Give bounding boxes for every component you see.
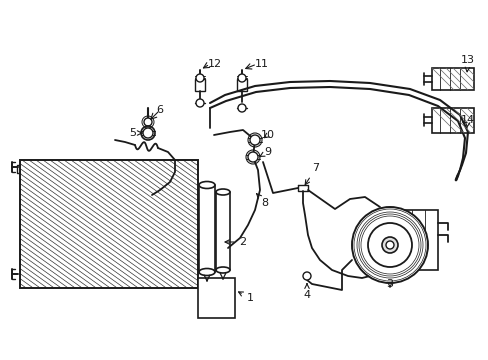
Text: 8: 8 — [256, 194, 268, 208]
Circle shape — [143, 118, 152, 126]
Circle shape — [249, 135, 260, 145]
Ellipse shape — [199, 181, 215, 189]
Circle shape — [351, 207, 427, 283]
Text: 9: 9 — [259, 147, 271, 157]
Text: 3: 3 — [386, 279, 393, 289]
Circle shape — [303, 272, 310, 280]
Circle shape — [385, 241, 393, 249]
Circle shape — [247, 152, 258, 162]
Circle shape — [381, 237, 397, 253]
Bar — [20, 160, 198, 288]
Circle shape — [196, 74, 203, 82]
Text: 5: 5 — [129, 128, 142, 138]
Bar — [431, 108, 473, 133]
Circle shape — [142, 128, 153, 138]
Ellipse shape — [216, 267, 229, 273]
Text: 2: 2 — [224, 237, 246, 247]
Text: 4: 4 — [303, 284, 310, 300]
Ellipse shape — [216, 189, 229, 195]
Text: 11: 11 — [254, 59, 268, 69]
Circle shape — [238, 74, 245, 82]
Text: 14: 14 — [460, 115, 474, 128]
Text: 10: 10 — [261, 130, 274, 140]
Circle shape — [367, 223, 411, 267]
Bar — [198, 278, 235, 318]
Circle shape — [238, 104, 245, 112]
Text: 1: 1 — [238, 292, 253, 303]
Text: 7: 7 — [305, 163, 319, 185]
Ellipse shape — [199, 269, 215, 275]
Bar — [431, 68, 473, 90]
Text: 6: 6 — [156, 105, 163, 115]
Bar — [387, 210, 437, 270]
Text: 13: 13 — [460, 55, 474, 72]
Bar — [195, 79, 204, 91]
Text: 12: 12 — [207, 59, 222, 69]
Circle shape — [196, 99, 203, 107]
Bar — [237, 79, 246, 91]
